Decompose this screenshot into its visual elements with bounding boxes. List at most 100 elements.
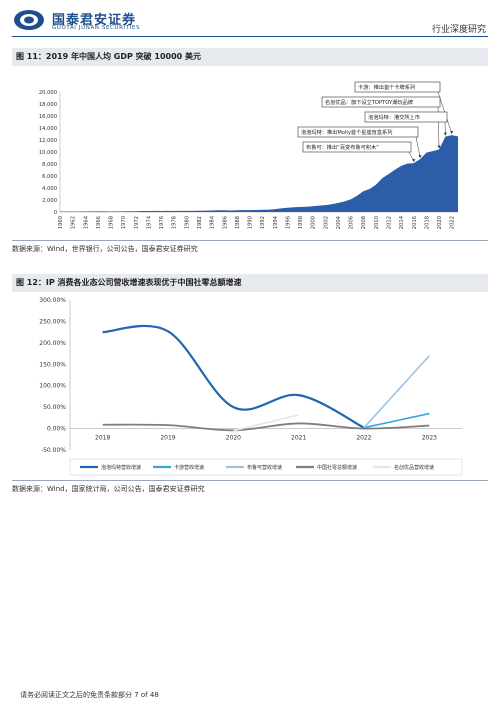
- y-tick-label: 4,000: [42, 186, 57, 192]
- x-tick-label: 2020: [226, 435, 241, 442]
- annotation-leader: [415, 136, 421, 158]
- x-tick-label: 1996: [285, 216, 291, 229]
- x-tick-label: 1968: [109, 216, 115, 229]
- series-line: [233, 414, 299, 432]
- y-tick-label: 20,000: [39, 90, 57, 96]
- y-tick-label: 14,000: [39, 126, 57, 132]
- x-tick-label: 1964: [83, 215, 89, 229]
- x-tick-label: 2021: [291, 435, 306, 442]
- annotation-arrow: [418, 155, 422, 159]
- series-line: [363, 355, 430, 429]
- page-header: 国泰君安证券 GUOTAI JUNAN SECURITIES 行业深度研究: [0, 0, 500, 38]
- x-tick-label: 2022: [450, 216, 456, 229]
- annotation-label: 泡泡玛特：推出Molly首个星座盲盒系列: [301, 128, 392, 136]
- brand-name: 国泰君安证券: [52, 13, 137, 28]
- y-tick-label: 100.00%: [39, 383, 66, 390]
- y-tick-label: 6,000: [42, 174, 57, 180]
- y-tick-label: 300.00%: [39, 297, 66, 304]
- x-tick-label: 2012: [387, 216, 393, 229]
- annotation-arrow: [443, 132, 447, 136]
- x-tick-label: 1966: [96, 216, 102, 229]
- annotation-arrow: [450, 131, 454, 135]
- series-line: [363, 412, 430, 429]
- figure-2-source: 数据来源：Wind，国家统计局，公司公告，国泰君安证券研究: [12, 485, 205, 493]
- x-tick-label: 1986: [222, 216, 228, 229]
- figure-1-title: 图 11：2019 年中国人均 GDP 突破 10000 美元: [12, 48, 488, 66]
- series-line: [102, 422, 430, 432]
- annotation-box: [321, 96, 441, 108]
- x-tick-label: 1990: [248, 216, 254, 229]
- gdp-area: [60, 135, 458, 212]
- annotation-box: [297, 126, 419, 138]
- x-tick-label: 1980: [184, 216, 190, 229]
- x-tick-label: 2000: [311, 216, 317, 229]
- x-tick-label: 2006: [349, 216, 355, 229]
- company-logo-icon: [14, 10, 44, 30]
- x-tick-label: 2023: [422, 435, 437, 442]
- x-tick-label: 1974: [146, 215, 152, 229]
- annotation-label: 卡游：推出首个卡牌系列: [358, 83, 415, 91]
- x-tick-label: 1970: [121, 216, 127, 229]
- page-footer: 请务必阅读正文之后的免责条款部分 7 of 48: [20, 691, 159, 699]
- y-tick-label: 50.00%: [43, 404, 66, 411]
- x-tick-label: 1960: [58, 216, 64, 229]
- annotation-arrow: [437, 145, 441, 149]
- legend-label: 布鲁可营收增速: [247, 464, 282, 471]
- x-tick-label: 1976: [159, 216, 165, 229]
- y-tick-label: 200.00%: [39, 340, 66, 347]
- y-tick-label: 2,000: [42, 198, 57, 204]
- y-tick-label: 18,000: [39, 102, 57, 108]
- x-tick-label: 1992: [260, 216, 266, 229]
- y-tick-label: 10,000: [39, 150, 57, 156]
- x-tick-label: 2018: [95, 435, 110, 442]
- y-tick-label: 250.00%: [39, 318, 66, 325]
- x-tick-label: 1998: [298, 216, 304, 229]
- x-tick-label: 1988: [235, 216, 241, 229]
- y-tick-label: 0: [54, 210, 57, 216]
- y-tick-label: 0.00%: [47, 426, 66, 433]
- x-tick-label: 2018: [424, 216, 430, 229]
- x-tick-label: 1982: [197, 216, 203, 229]
- x-tick-label: 1994: [273, 215, 279, 229]
- x-tick-label: 2020: [437, 216, 443, 229]
- x-tick-label: 1978: [172, 216, 178, 229]
- series-line: [102, 324, 365, 429]
- header-divider: [12, 36, 488, 37]
- annotation-label: 名创优品：旗下设立TOPTOY潮玩品牌: [325, 98, 413, 106]
- x-tick-label: 2004: [336, 215, 342, 229]
- x-tick-label: 2014: [399, 215, 405, 229]
- y-tick-label: 12,000: [39, 138, 57, 144]
- x-tick-label: 1984: [210, 215, 216, 229]
- legend-box: [69, 458, 463, 476]
- y-tick-label: 8,000: [42, 162, 57, 168]
- figure-1-source: 数据来源：Wind，世界银行，公司公告，国泰君安证券研究: [12, 245, 198, 253]
- x-tick-label: 2008: [361, 216, 367, 229]
- x-tick-label: 1962: [71, 216, 77, 229]
- annotation-box: [354, 81, 441, 93]
- figure-1-divider: [12, 240, 488, 241]
- annotation-label: 布鲁可：推出“百变布鲁可积木”: [306, 143, 379, 151]
- gdp-per-capita-chart: 0 2,000 4,000 6,000 8,000 10,000 12,000 14,000 1…: [39, 81, 458, 229]
- revenue-growth-chart: -50.00% 0.00% 50.00% 100.00% 150.00% 200.00% 2…: [39, 297, 463, 476]
- legend-label: 名创优品营收增速: [394, 464, 434, 471]
- x-tick-label: 2010: [374, 216, 380, 229]
- annotation-box: [302, 141, 412, 153]
- x-tick-label: 2022: [356, 435, 371, 442]
- legend-label: 中国社零总额增速: [317, 464, 357, 471]
- annotation-label: 泡泡玛特：港交所上市: [368, 113, 420, 121]
- annotation-box: [364, 111, 448, 123]
- report-type: 行业深度研究: [431, 25, 486, 35]
- y-tick-label: -50.00%: [41, 447, 66, 454]
- figure-2-title: 图 12：IP 消费各业态公司营收增速表现优于中国社零总额增速: [12, 274, 488, 292]
- legend-label: 泡泡玛特营收增速: [101, 464, 141, 471]
- brand-name-en: GUOTAI JUNAN SECURITIES: [52, 25, 141, 31]
- x-tick-label: 2019: [160, 435, 175, 442]
- figure-2-divider: [12, 480, 488, 481]
- annotation-arrow: [412, 159, 416, 163]
- x-tick-label: 2016: [412, 216, 418, 229]
- x-tick-label: 2002: [323, 216, 329, 229]
- y-tick-label: 150.00%: [39, 361, 66, 368]
- legend-label: 卡游营收增速: [174, 464, 204, 471]
- x-tick-label: 1972: [134, 216, 140, 229]
- y-tick-label: 16,000: [39, 114, 57, 120]
